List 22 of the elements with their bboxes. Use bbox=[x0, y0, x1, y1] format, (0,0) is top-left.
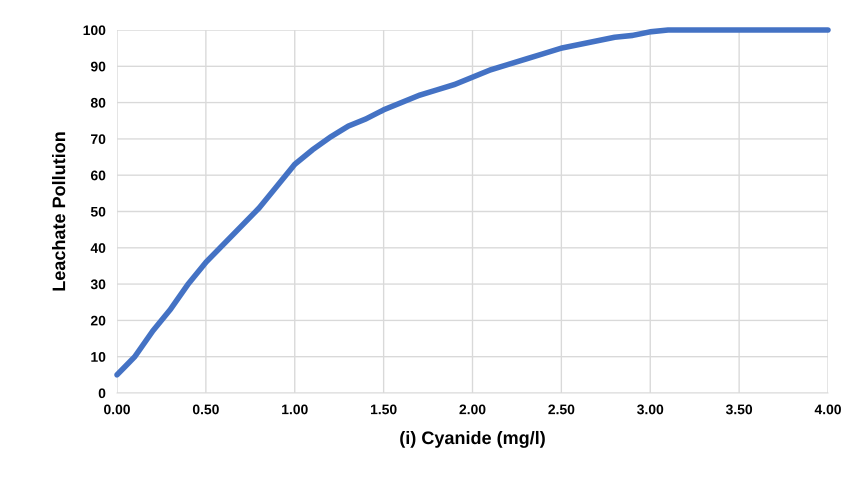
x-tick-label: 3.50 bbox=[726, 404, 752, 414]
y-tick-label: 90 bbox=[90, 62, 106, 72]
y-axis-title: Leachate Pollution bbox=[52, 132, 66, 291]
y-tick-label: 10 bbox=[91, 352, 106, 362]
y-tick-label: 0 bbox=[98, 388, 106, 398]
x-tick-label: 0.50 bbox=[192, 404, 219, 414]
x-tick-label: 1.50 bbox=[370, 404, 397, 414]
y-tick-label: 60 bbox=[90, 170, 106, 180]
x-tick-label: 2.50 bbox=[548, 404, 574, 414]
y-tick-label: 30 bbox=[90, 279, 106, 290]
x-axis-title: (i) Cyanide (mg/l) bbox=[400, 430, 545, 448]
x-tick-label: 0.00 bbox=[104, 404, 130, 414]
x-tick-label: 4.00 bbox=[814, 404, 841, 414]
y-tick-label: 70 bbox=[91, 134, 106, 144]
y-tick-label: 40 bbox=[90, 243, 106, 253]
y-tick-label: 80 bbox=[90, 98, 106, 108]
y-tick-label: 20 bbox=[90, 316, 106, 326]
y-tick-label: 50 bbox=[90, 206, 106, 217]
x-tick-label: 1.00 bbox=[282, 404, 308, 414]
y-tick-label: 100 bbox=[84, 25, 106, 36]
x-tick-label: 3.00 bbox=[637, 404, 664, 414]
x-tick-label: 2.00 bbox=[459, 404, 486, 414]
